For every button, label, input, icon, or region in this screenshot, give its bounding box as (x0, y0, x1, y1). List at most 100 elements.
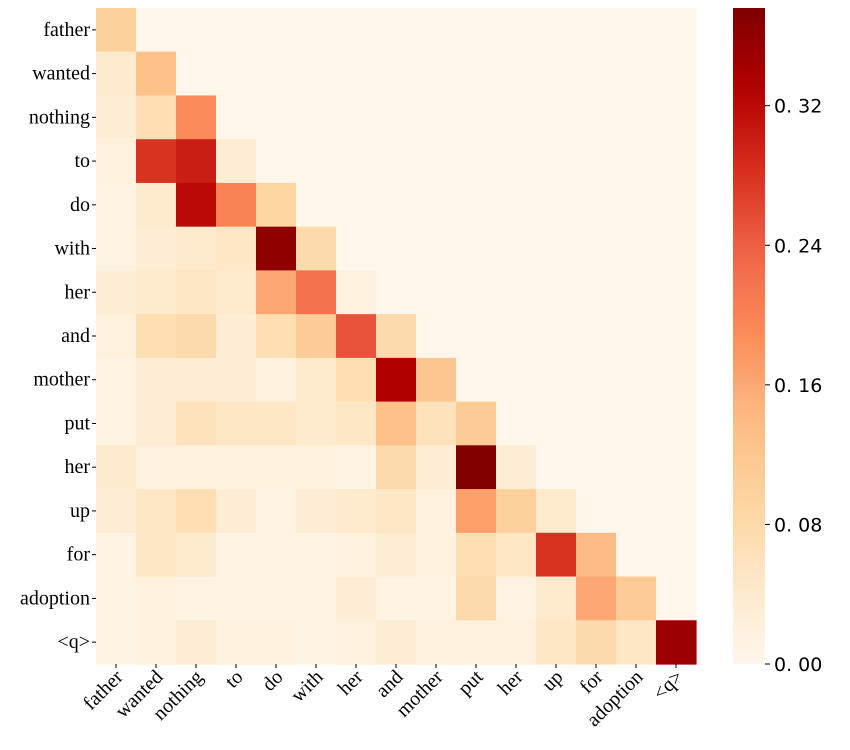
heatmap-cell (336, 620, 377, 665)
heatmap-cell (296, 8, 337, 53)
x-tick-label: <q> (649, 666, 688, 705)
heatmap-cell (96, 182, 137, 228)
heatmap-cell (496, 401, 537, 446)
heatmap-cell (496, 532, 537, 578)
heatmap-cell (136, 445, 177, 490)
heatmap-cell (376, 489, 417, 534)
heatmap-cell (376, 401, 417, 446)
heatmap-cell (336, 182, 377, 228)
heatmap-cell (536, 489, 577, 534)
heatmap-cell (536, 532, 577, 578)
heatmap-cell (456, 95, 497, 140)
heatmap-cell (536, 620, 577, 665)
heatmap-cell (496, 226, 537, 271)
x-tick-label: mother (392, 666, 448, 722)
heatmap-cell (256, 226, 297, 271)
heatmap-cell (176, 8, 217, 53)
heatmap-cell (456, 226, 497, 271)
x-tick-label: for (575, 666, 607, 698)
heatmap-cell (296, 139, 337, 184)
heatmap-cell (216, 51, 257, 97)
heatmap-cell (416, 95, 457, 140)
heatmap-cell (96, 357, 137, 403)
colorbar (733, 8, 765, 664)
heatmap-cell (496, 445, 537, 490)
heatmap-cell (576, 270, 617, 315)
heatmap-cell (456, 532, 497, 578)
heatmap-cell (136, 314, 177, 359)
heatmap-cell (536, 95, 577, 140)
heatmap-cell (656, 532, 697, 578)
heatmap-cell (176, 489, 217, 534)
y-tick-label: nothing (29, 106, 90, 128)
heatmap-cell (536, 445, 577, 490)
heatmap-cell (656, 620, 697, 665)
heatmap-cell (576, 8, 617, 53)
heatmap-cell (576, 620, 617, 665)
heatmap-cell (376, 95, 417, 140)
heatmap-cell (536, 270, 577, 315)
heatmap-cell (456, 401, 497, 446)
heatmap-cell (296, 489, 337, 534)
heatmap-cell (336, 139, 377, 184)
heatmap-cell (256, 182, 297, 228)
colorbar-tick-label: 0. 32 (774, 96, 822, 118)
heatmap-cell (296, 314, 337, 359)
heatmap-cell (176, 182, 217, 228)
heatmap-cell (616, 270, 657, 315)
heatmap-cell (96, 314, 137, 359)
heatmap-cell (96, 576, 137, 621)
heatmap-cell (416, 8, 457, 53)
heatmap-cell (136, 95, 177, 140)
heatmap-cell (216, 270, 257, 315)
colorbar-tick-label: 0. 24 (774, 235, 822, 257)
heatmap-cell (176, 532, 217, 578)
heatmap-cell (456, 139, 497, 184)
heatmap-cell (96, 226, 137, 271)
x-tick-label: up (538, 666, 568, 696)
colorbar-tick-label: 0. 00 (774, 654, 822, 676)
heatmap-cell (536, 576, 577, 621)
colorbar-axis: 0. 00 0. 08 0. 16 0. 24 0. 32 (765, 96, 822, 676)
heatmap-cell (376, 270, 417, 315)
heatmap-cell (536, 357, 577, 403)
heatmap-cell (296, 445, 337, 490)
heatmap-cell (256, 576, 297, 621)
heatmap-cell (456, 357, 497, 403)
heatmap-cell (96, 8, 137, 53)
heatmap-cell (416, 357, 457, 403)
heatmap-cell (336, 95, 377, 140)
colorbar-tick-label: 0. 16 (774, 375, 822, 397)
heatmap-cell (416, 226, 457, 271)
heatmap-cell (456, 445, 497, 490)
heatmap-cell (136, 182, 177, 228)
heatmap-cell (376, 576, 417, 621)
heatmap-cell (96, 51, 137, 97)
heatmap-cell (376, 226, 417, 271)
y-tick-label: adoption (20, 587, 90, 609)
heatmap-cell (416, 270, 457, 315)
heatmap-cell (536, 139, 577, 184)
heatmap-cell (616, 51, 657, 97)
heatmap-cell (376, 51, 417, 97)
y-tick-label: for (67, 544, 91, 566)
heatmap-cell (576, 139, 617, 184)
heatmap-cell (296, 51, 337, 97)
heatmap-cell (256, 401, 297, 446)
heatmap-cell (656, 182, 697, 228)
heatmap-cell (296, 270, 337, 315)
heatmap-cell (456, 314, 497, 359)
heatmap-cell (656, 314, 697, 359)
heatmap-cell (416, 532, 457, 578)
colorbar-tick-label: 0. 08 (774, 514, 822, 536)
y-axis: father wanted nothing to do with her and mother p… (20, 19, 96, 653)
heatmap-cell (656, 489, 697, 534)
heatmap-cell (136, 576, 177, 621)
heatmap-cell (296, 401, 337, 446)
heatmap-cell (496, 8, 537, 53)
heatmap-cell (496, 139, 537, 184)
heatmap-cell (176, 620, 217, 665)
heatmap-cell (616, 8, 657, 53)
